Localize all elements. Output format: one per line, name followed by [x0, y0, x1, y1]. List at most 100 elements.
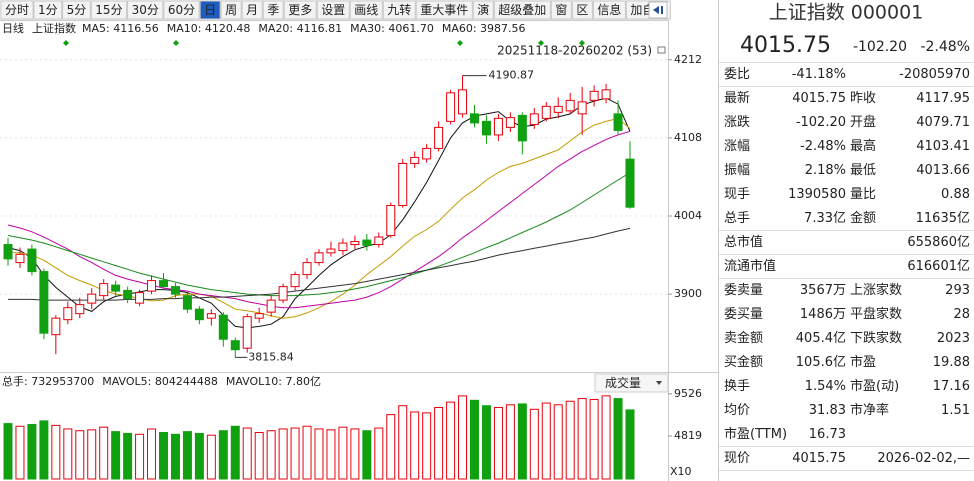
volume-bar	[410, 411, 420, 480]
candle-body	[601, 89, 611, 100]
toolbar-button[interactable]	[199, 0, 221, 20]
volume-legend: 总手: 732953700	[2, 374, 94, 388]
volume-bar	[170, 433, 180, 480]
toolbar-button[interactable]	[90, 0, 128, 20]
volume-bar	[505, 404, 515, 480]
toolbar-button-label: 15分	[95, 3, 122, 17]
volume-bar	[458, 395, 468, 480]
volume-bar	[75, 430, 85, 480]
y-tick-label: 3900	[674, 287, 702, 300]
toolbar-button[interactable]	[220, 0, 242, 20]
volume-bar	[51, 424, 61, 480]
candle-body	[63, 307, 73, 321]
quote-label: 现价	[724, 451, 750, 466]
quote-label: 市净率	[850, 402, 889, 418]
volume-bar	[278, 428, 288, 480]
quote-value: 2.18%	[805, 163, 846, 178]
quote-label: 总手	[724, 211, 750, 226]
y-tick-label: 4212	[674, 53, 702, 66]
quote-value: 293	[945, 283, 970, 298]
indicator-dropdown[interactable]	[594, 373, 669, 393]
candle-body	[458, 89, 468, 115]
ma-line	[8, 227, 631, 301]
toolbar-button[interactable]	[283, 0, 317, 20]
candle-body	[481, 120, 491, 136]
quote-label: 涨幅	[724, 139, 750, 154]
quote-value: -20805970	[899, 67, 970, 82]
volume-bar	[123, 432, 133, 480]
volume-legend: MAVOL5: 804244488	[102, 375, 218, 388]
quote-label: 现手	[724, 187, 750, 202]
quote-value: 1.51	[941, 403, 970, 418]
quote-label: 昨收	[850, 91, 876, 106]
candle-body	[266, 299, 276, 313]
candle-body	[123, 289, 133, 300]
quote-value: 4013.66	[916, 163, 970, 178]
toolbar-button[interactable]	[472, 0, 494, 20]
quote-value: 3567万	[800, 283, 846, 298]
volume-bar	[601, 395, 611, 480]
volume-bar	[87, 429, 97, 480]
candle-body	[386, 205, 396, 237]
toolbar-button[interactable]	[163, 0, 200, 20]
volume-bar	[194, 432, 204, 480]
toolbar: 分时 1分 5分 15分 30分 60分日周月季更多 设置 画线 九转 重大事件演超级叠加窗区信息…	[0, 0, 671, 20]
volume-bar	[135, 433, 145, 480]
quote-label: 上涨家数	[850, 282, 902, 298]
candle-body	[493, 117, 503, 136]
volume-bar	[302, 425, 312, 480]
volume-bar	[290, 427, 300, 480]
quote-value: -2.48%	[800, 139, 846, 154]
candle-body	[135, 292, 145, 304]
candle-body	[446, 92, 456, 122]
volume-bar	[338, 426, 348, 480]
ma-legend: MA20: 4116.81	[258, 22, 342, 35]
quote-label: 市盈(TTM)	[724, 426, 787, 442]
volume-bar	[3, 423, 13, 480]
quote-value: 1.54%	[805, 379, 846, 394]
toolbar-button[interactable]	[33, 0, 63, 20]
toolbar-button[interactable]	[592, 0, 626, 20]
toolbar-button[interactable]	[316, 0, 350, 20]
volume-bar	[493, 406, 503, 480]
candle-body	[111, 284, 121, 292]
quote-label: 涨跌	[724, 114, 750, 130]
toolbar-button[interactable]	[571, 0, 593, 20]
volume-tick-label: 9526	[674, 387, 702, 400]
toolbar-button[interactable]	[349, 0, 383, 20]
toolbar-button[interactable]	[0, 0, 34, 20]
candle-body	[326, 248, 336, 254]
toolbar-button[interactable]	[241, 0, 263, 20]
quote-label: 最低	[850, 163, 876, 178]
signal-markers	[63, 40, 585, 46]
volume-bar	[446, 401, 456, 480]
quote-label: 振幅	[724, 163, 750, 178]
collapse-icon	[653, 6, 663, 14]
volume-bar	[314, 428, 324, 480]
toolbar-button[interactable]	[262, 0, 284, 20]
candle-body	[302, 262, 312, 276]
quote-label: 市盈(动)	[850, 378, 899, 394]
quote-value: 405.4亿	[796, 331, 846, 346]
candle-body	[410, 156, 420, 164]
marker	[538, 40, 544, 46]
toolbar-button-label: 日	[204, 3, 216, 17]
volume-bar	[386, 414, 396, 480]
toolbar-button[interactable]	[127, 0, 164, 20]
toolbar-button[interactable]	[493, 0, 551, 20]
volume-bar	[434, 406, 444, 480]
quote-label: 开盘	[850, 114, 876, 130]
toolbar-button[interactable]	[550, 0, 572, 20]
y-tick-label: 4108	[674, 131, 702, 144]
volume-bar	[350, 428, 360, 480]
lock-icon[interactable]	[657, 46, 666, 54]
toolbar-button[interactable]	[415, 0, 473, 20]
toolbar-button[interactable]	[382, 0, 416, 20]
volume-bar	[470, 399, 479, 480]
toolbar-button-label: 九转	[387, 2, 411, 17]
toolbar-button[interactable]	[62, 0, 91, 20]
volume-bar	[398, 405, 408, 480]
candle-body	[51, 317, 61, 336]
quote-change: -102.20	[853, 39, 907, 55]
